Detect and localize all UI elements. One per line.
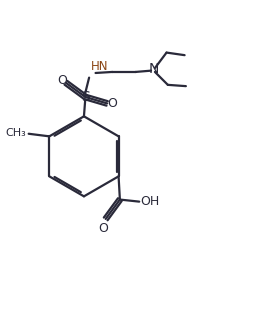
Text: N: N (149, 62, 159, 76)
Text: HN: HN (90, 60, 108, 73)
Text: O: O (57, 74, 67, 87)
Text: CH₃: CH₃ (5, 128, 26, 138)
Text: OH: OH (140, 195, 160, 208)
Text: O: O (98, 222, 108, 235)
Text: S: S (81, 90, 90, 104)
Text: O: O (107, 97, 117, 110)
